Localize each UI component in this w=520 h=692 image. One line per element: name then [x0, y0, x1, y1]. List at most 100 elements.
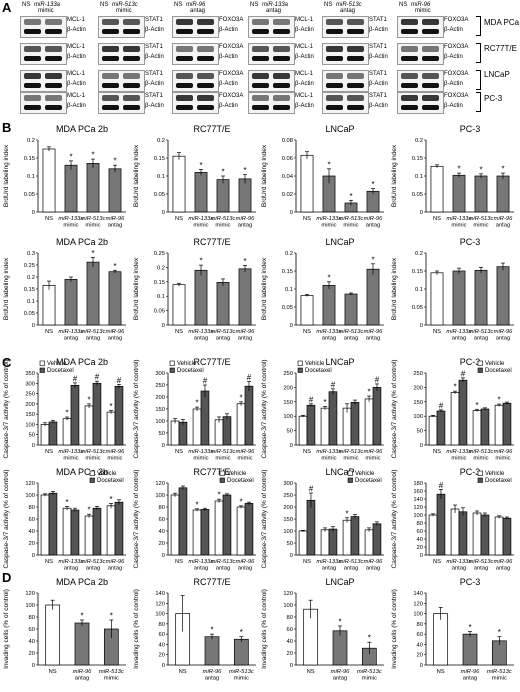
- bar: [172, 155, 186, 213]
- x-tick-label: mimic: [63, 223, 78, 229]
- protein-band: [102, 19, 119, 25]
- y-tick-label: 0.1: [157, 174, 165, 180]
- actin-band: [123, 83, 140, 88]
- x-tick-label: miR-96: [494, 329, 513, 335]
- significance-mark: *: [65, 498, 68, 507]
- y-tick-label: 150: [283, 517, 293, 523]
- x-tick-label: NS: [437, 669, 445, 675]
- bar: [452, 270, 466, 326]
- chart-title: MDA PCa 2b: [56, 467, 108, 477]
- bar-chart: RC77T/E Invading cells (% of control) 0 20 4…: [133, 577, 256, 682]
- x-tick-label: miR-133a: [58, 559, 84, 565]
- x-tick-label: miR-133a: [188, 559, 214, 565]
- y-tick-label: 0.05: [154, 192, 165, 198]
- legend-label: Vehicle: [355, 471, 375, 477]
- significance-mark: *: [113, 262, 116, 271]
- significance-mark: *: [199, 161, 202, 170]
- y-tick-label: 200: [413, 385, 423, 391]
- bar: [64, 164, 78, 213]
- x-tick-label: NS: [179, 669, 187, 675]
- chart-title: MDA PCa 2b: [56, 357, 108, 367]
- actin-band: [252, 56, 269, 61]
- loading-control-label: β-Actin: [67, 81, 86, 87]
- chart-title: LNCaP: [325, 467, 354, 477]
- y-axis-label: BrdUrd labeling index: [3, 144, 10, 207]
- y-tick-label: 60: [159, 517, 165, 523]
- y-tick-label: 250: [155, 383, 165, 389]
- blot-image: [322, 92, 369, 114]
- blot-image: [248, 70, 295, 92]
- x-tick-label: antag: [474, 566, 489, 572]
- y-tick-label: 120: [155, 601, 165, 607]
- significance-mark: *: [497, 396, 500, 405]
- bar-vehicle: [40, 494, 50, 556]
- chart-title: LNCaP: [325, 577, 354, 587]
- y-tick-label: 50: [29, 433, 35, 439]
- protein-band: [123, 46, 140, 52]
- bar: [216, 282, 230, 326]
- legend-label: Docetaxel: [97, 478, 124, 484]
- bar-docetaxel: [436, 493, 446, 556]
- legend-swatch: [477, 360, 483, 366]
- x-tick-label: miR-513c: [229, 669, 254, 675]
- lane-label-ns: NS: [250, 2, 259, 8]
- legend-label: Docetaxel: [355, 478, 382, 484]
- x-tick-label: miR-513c: [469, 449, 494, 455]
- blot-image: [248, 43, 295, 65]
- y-tick-label: 0.15: [282, 269, 293, 275]
- x-tick-label: mimic: [365, 456, 380, 462]
- y-tick-label: 0: [32, 663, 35, 669]
- protein-label: STAT1: [145, 93, 163, 99]
- actin-band: [401, 56, 418, 61]
- x-tick-label: mimic: [362, 676, 377, 682]
- y-tick-label: 100: [413, 612, 423, 618]
- bar-docetaxel: [92, 382, 102, 446]
- x-tick-label: mimic: [193, 456, 208, 462]
- y-tick-label: 100: [25, 493, 35, 499]
- x-tick-label: antag: [205, 676, 220, 682]
- significance-mark: *: [199, 257, 202, 266]
- y-tick-label: 0.1: [285, 287, 293, 293]
- protein-label: FOXO3A: [219, 44, 244, 50]
- protein-label: STAT1: [145, 71, 163, 77]
- y-axis-label: BrdUrd labeling index: [391, 257, 398, 320]
- y-tick-label: 140: [155, 591, 165, 597]
- bar-vehicle: [428, 514, 438, 556]
- blot-image: [248, 92, 295, 114]
- bar-chart: RC77T/E BrdUrd labeling index 0 0.05 0.1 0.15…: [133, 237, 256, 342]
- lane-label-type: antag: [190, 8, 206, 14]
- chart-title: PC-3: [460, 237, 481, 247]
- actin-band: [24, 105, 41, 110]
- bar: [496, 175, 510, 213]
- y-tick-label: 0.2: [27, 275, 35, 281]
- y-tick-label: 0.05: [412, 305, 423, 311]
- x-tick-label: miR-513c: [81, 449, 106, 455]
- y-tick-label: 0.02: [282, 192, 293, 198]
- x-tick-label: miR-96: [236, 216, 255, 222]
- bar: [204, 636, 220, 666]
- y-tick-label: 60: [417, 632, 423, 638]
- actin-band: [347, 29, 364, 34]
- protein-label: MCL-1: [295, 71, 314, 77]
- blot-image: [397, 70, 444, 92]
- y-tick-label: 20: [159, 541, 165, 547]
- y-tick-label: 0.2: [27, 138, 35, 144]
- x-tick-label: miR-96: [494, 216, 513, 222]
- panel-letter-a: A: [2, 0, 12, 15]
- blot-image: [397, 92, 444, 114]
- bar: [74, 622, 90, 666]
- blot-image: [322, 43, 369, 65]
- bar-vehicle: [192, 408, 202, 446]
- legend-label: Docetaxel: [47, 368, 74, 374]
- lane-label-ns: NS: [174, 2, 183, 8]
- y-tick-label: 0.25: [24, 263, 35, 269]
- bar-docetaxel: [436, 410, 446, 446]
- bar-vehicle: [170, 420, 180, 446]
- significance-mark: *: [65, 409, 68, 418]
- x-tick-label: antag: [333, 676, 348, 682]
- significance-mark: *: [345, 509, 348, 518]
- bar-chart: PC-3 Invading cells (% of control) 0 20 40 60…: [391, 577, 514, 682]
- panel-letter-b: B: [2, 120, 12, 135]
- bar-chart: RC77T/E Caspase-3/7 activity (% of contro…: [133, 467, 256, 572]
- bar-chart: PC-3 Caspase-3/7 activity (% of control) 0…: [391, 467, 514, 572]
